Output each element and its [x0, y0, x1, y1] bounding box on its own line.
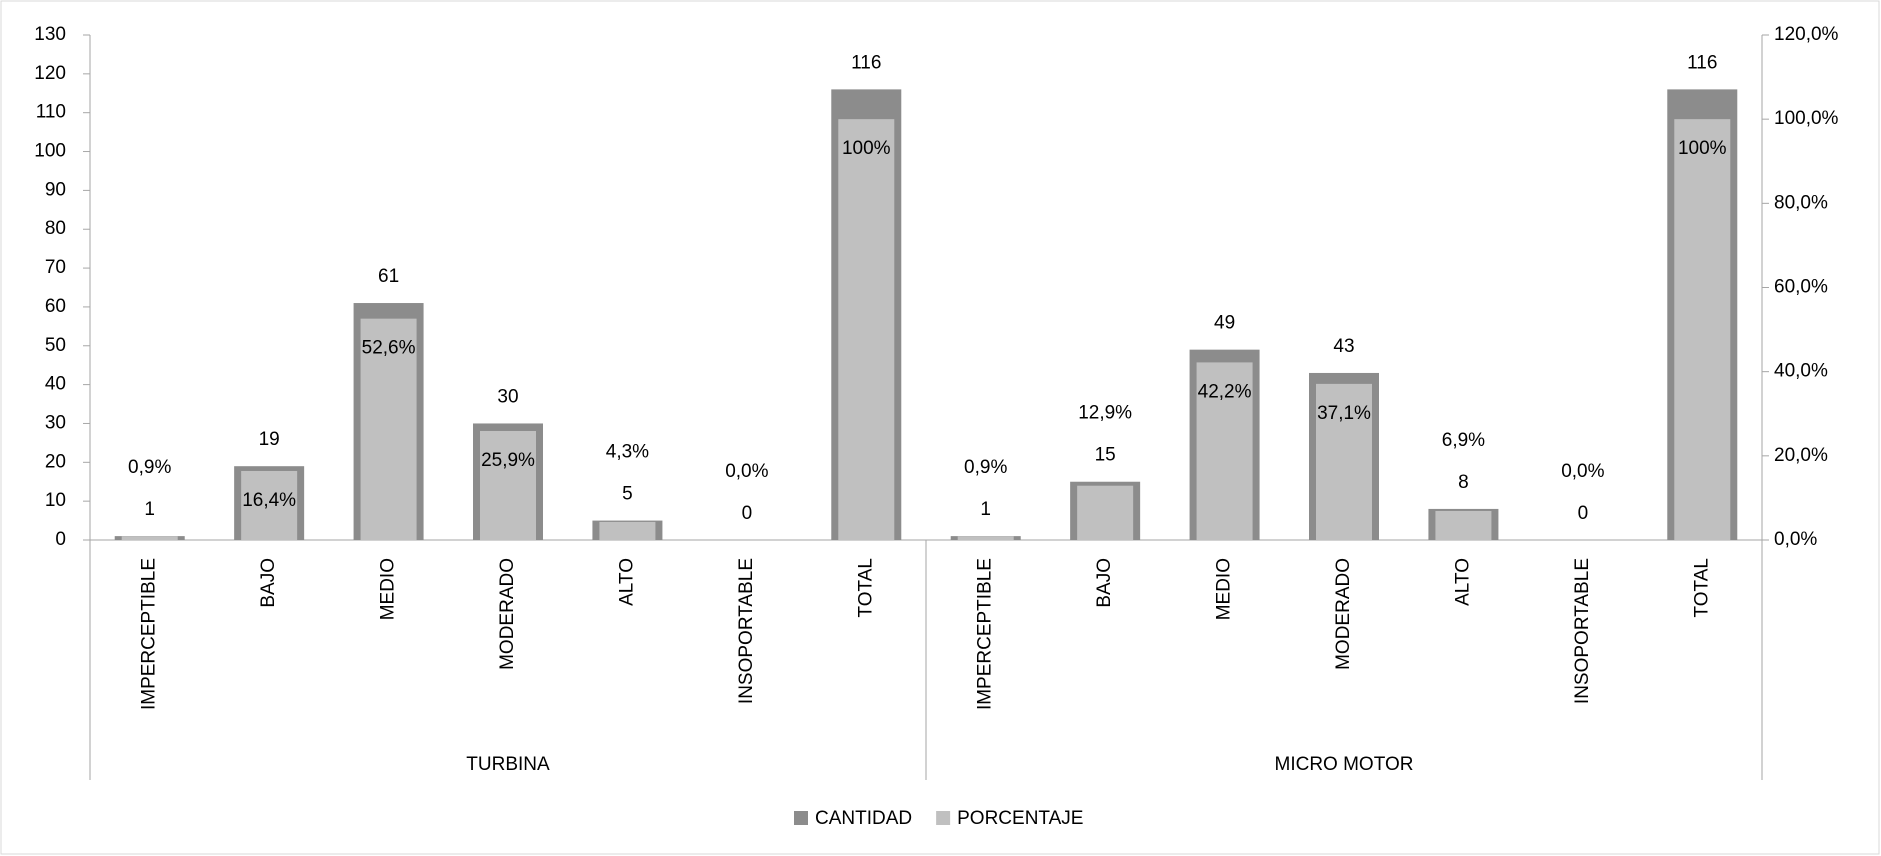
value-label: 49: [1214, 313, 1235, 334]
x-tick-label: MEDIO: [1214, 558, 1235, 620]
value-label: 52,6%: [362, 338, 416, 359]
y-tick-label: 10: [45, 490, 66, 511]
value-label: 116: [851, 52, 881, 73]
x-tick-label: INSOPORTABLE: [1572, 558, 1593, 704]
x-tick-label: INSOPORTABLE: [736, 558, 757, 704]
y-tick-label: 0: [55, 529, 66, 550]
bar-porcentaje: [1674, 119, 1731, 541]
bar-porcentaje: [838, 119, 895, 541]
bar-porcentaje: [360, 318, 417, 540]
bar-porcentaje: [1435, 510, 1492, 540]
x-tick-label: MEDIO: [378, 558, 399, 620]
value-label: 12,9%: [1078, 403, 1132, 424]
value-label: 0,0%: [725, 461, 768, 482]
value-label: 5: [622, 484, 633, 505]
value-label: 1: [980, 499, 991, 520]
y-tick-label: 60: [45, 296, 66, 317]
value-label: 0,9%: [128, 457, 171, 478]
y2-tick-label: 20,0%: [1774, 445, 1828, 466]
x-tick-label: BAJO: [1094, 558, 1115, 608]
value-label: 1: [144, 499, 155, 520]
value-label: 42,2%: [1198, 381, 1252, 402]
group-label: TURBINA: [466, 754, 550, 775]
y2-tick-label: 60,0%: [1774, 277, 1828, 298]
value-label: 0,0%: [1561, 461, 1604, 482]
group-label: MICRO MOTOR: [1275, 754, 1414, 775]
x-tick-label: IMPERCEPTIBLE: [975, 558, 996, 710]
bar-porcentaje: [241, 470, 298, 540]
y-tick-label: 20: [45, 451, 66, 472]
x-tick-label: IMPERCEPTIBLE: [139, 558, 160, 710]
y-tick-label: 80: [45, 218, 66, 239]
value-label: 0,9%: [964, 457, 1007, 478]
value-label: 30: [497, 386, 518, 407]
y2-tick-label: 120,0%: [1774, 24, 1839, 45]
y-tick-label: 50: [45, 335, 66, 356]
value-label: 4,3%: [606, 442, 649, 463]
y-tick-label: 70: [45, 257, 66, 278]
bar-porcentaje: [121, 536, 178, 540]
y-tick-label: 90: [45, 179, 66, 200]
bar-porcentaje: [1077, 485, 1134, 540]
x-tick-label: TOTAL: [855, 558, 876, 617]
value-label: 61: [378, 266, 399, 287]
y2-tick-label: 0,0%: [1774, 529, 1817, 550]
x-tick-label: ALTO: [616, 558, 637, 606]
bar-porcentaje: [599, 521, 656, 540]
y2-tick-label: 40,0%: [1774, 361, 1828, 382]
value-label: 37,1%: [1317, 403, 1371, 424]
x-tick-label: MODERADO: [1333, 558, 1354, 670]
x-tick-label: ALTO: [1452, 558, 1473, 606]
y2-tick-label: 100,0%: [1774, 108, 1839, 129]
value-label: 19: [259, 429, 280, 450]
value-label: 8: [1458, 472, 1469, 493]
y2-tick-label: 80,0%: [1774, 192, 1828, 213]
x-tick-label: BAJO: [258, 558, 279, 608]
legend-swatch: [936, 811, 951, 825]
value-label: 15: [1095, 445, 1116, 466]
legend-swatch: [794, 811, 808, 825]
value-label: 0: [1578, 503, 1589, 524]
value-label: 25,9%: [481, 450, 535, 471]
value-label: 100%: [1678, 138, 1727, 159]
legend-label: PORCENTAJE: [957, 808, 1083, 829]
value-label: 0: [742, 503, 753, 524]
bar-porcentaje: [480, 431, 536, 540]
x-tick-label: MODERADO: [497, 558, 518, 670]
y-tick-label: 40: [45, 374, 66, 395]
bar-porcentaje: [1316, 383, 1372, 540]
value-label: 43: [1333, 336, 1354, 357]
y-tick-label: 120: [34, 63, 66, 84]
y-tick-label: 30: [45, 412, 66, 433]
value-label: 6,9%: [1442, 430, 1485, 451]
bar-porcentaje: [1196, 362, 1253, 540]
bar-porcentaje: [957, 536, 1014, 540]
value-label: 116: [1687, 52, 1717, 73]
x-tick-label: TOTAL: [1691, 558, 1712, 617]
y-tick-label: 110: [36, 102, 66, 123]
y-tick-label: 100: [34, 141, 66, 162]
value-label: 100%: [842, 138, 891, 159]
value-label: 16,4%: [242, 490, 296, 511]
legend-label: CANTIDAD: [815, 808, 912, 829]
y-tick-label: 130: [34, 24, 66, 45]
